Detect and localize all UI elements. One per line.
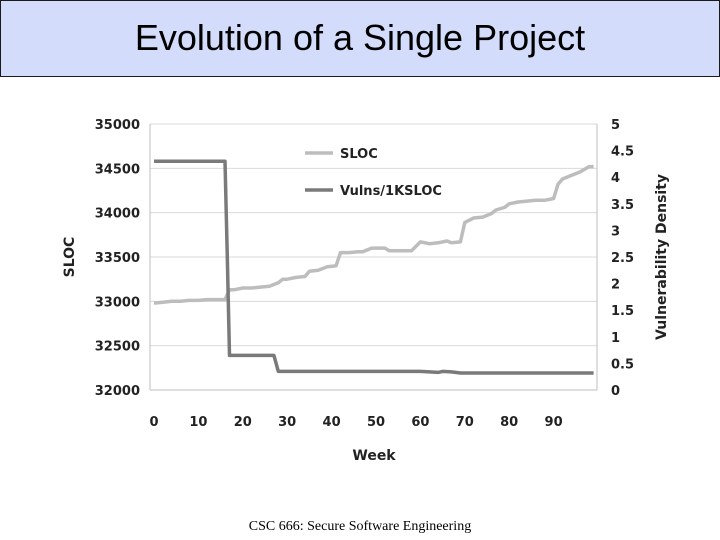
y-tick-label-0: 32000	[95, 384, 140, 399]
series-line-1	[154, 159, 594, 375]
y2-tick-label-1: 0.5	[611, 357, 634, 372]
x-tick-label-8: 80	[500, 415, 518, 430]
series-line-0	[153, 164, 594, 305]
x-tick-label-0: 0	[149, 415, 158, 430]
axes	[149, 124, 598, 391]
y-tick-label-4: 34000	[95, 207, 140, 222]
y2-tick-label-9: 4.5	[611, 145, 634, 160]
x-tick-label-5: 50	[367, 415, 385, 430]
y2-tick-label-3: 1.5	[611, 304, 634, 319]
x-tick-label-1: 10	[189, 415, 207, 430]
x-tick-label-3: 30	[278, 415, 296, 430]
y2-tick-label-4: 2	[611, 278, 620, 293]
x-axis-label: Week	[352, 448, 396, 464]
y2-tick-label-10: 5	[611, 118, 620, 133]
footer-text: CSC 666: Secure Software Engineering	[248, 519, 472, 534]
y2-tick-label-0: 0	[611, 384, 620, 399]
ticks: 3200032500330003350034000345003500000.51…	[95, 118, 634, 430]
legend-label-0: SLOC	[340, 147, 378, 162]
legend: SLOC Vulns/1KSLOC	[305, 147, 442, 199]
x-tick-label-2: 20	[234, 415, 252, 430]
legend-label-1: Vulns/1KSLOC	[340, 184, 442, 199]
y-tick-label-5: 34500	[95, 162, 140, 177]
y2-tick-label-5: 2.5	[611, 251, 634, 266]
series-layer	[153, 159, 594, 375]
y2-tick-label-8: 4	[611, 171, 620, 186]
page-title: Evolution of a Single Project	[134, 16, 586, 58]
y2-axis-label: Vulnerability Density	[654, 174, 670, 340]
x-tick-label-4: 40	[323, 415, 341, 430]
y-tick-label-6: 35000	[95, 118, 140, 133]
grid	[150, 123, 597, 391]
x-tick-label-9: 90	[545, 415, 563, 430]
y2-tick-label-6: 3	[611, 224, 620, 239]
y2-tick-label-2: 1	[611, 331, 620, 346]
title-bar: Evolution of a Single Project	[0, 0, 720, 77]
y-tick-label-2: 33000	[95, 295, 140, 310]
y-axis-label: SLOC	[62, 237, 78, 278]
y-tick-label-1: 32500	[95, 340, 140, 355]
x-tick-label-6: 60	[411, 415, 429, 430]
x-tick-label-7: 70	[456, 415, 474, 430]
y-tick-label-3: 33500	[95, 251, 140, 266]
y2-tick-label-7: 3.5	[611, 198, 634, 213]
